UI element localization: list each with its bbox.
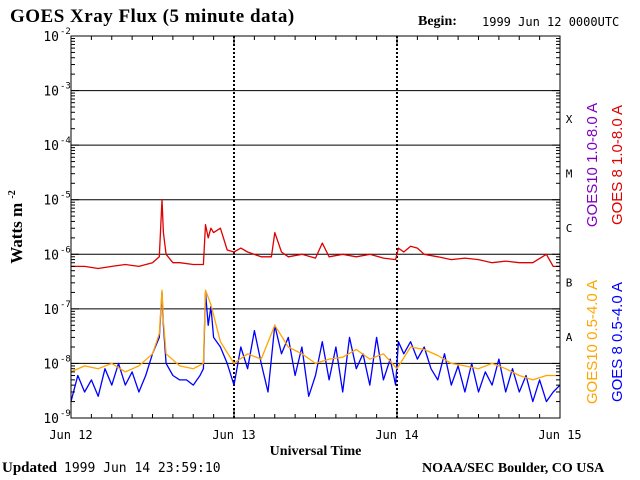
updated-label: Updated [2, 460, 58, 476]
y-tick-label: 10 [43, 357, 59, 372]
y-tick-exponent: -4 [60, 136, 71, 146]
legend-entry: GOES 8 0.5-4.0 A [609, 282, 626, 402]
y-tick-exponent: -2 [60, 27, 71, 37]
y-tick-label: 10 [43, 30, 59, 45]
begin-label: Begin: [418, 14, 457, 29]
x-tick-label: Jun 14 [375, 428, 418, 442]
flare-class-label: C [566, 222, 573, 235]
credit-label: NOAA/SEC Boulder, CO USA [422, 461, 605, 476]
y-tick-label: 10 [43, 194, 59, 209]
flare-class-label: M [566, 167, 573, 180]
updated-timestamp: 1999 Jun 14 23:59:10 [64, 461, 221, 476]
chart-title: GOES Xray Flux (5 minute data) [10, 6, 295, 27]
flare-class-label: A [566, 331, 573, 344]
series-line [71, 199, 560, 270]
series-line [70, 289, 560, 381]
y-axis-label: Watts m -2 [7, 190, 26, 264]
y-axis-label-exponent: -2 [7, 190, 18, 198]
legend-entry: GOES10 1.0-8.0 A [584, 103, 601, 227]
flare-class-label: B [566, 277, 573, 290]
y-tick-label: 10 [43, 248, 59, 263]
flare-class-label: X [566, 113, 573, 126]
y-tick-label: 10 [43, 85, 59, 100]
y-tick-exponent: -6 [60, 245, 71, 255]
legend-entry: GOES10 0.5-4.0 A [584, 280, 601, 404]
y-tick-label: 10 [43, 139, 59, 154]
legend-entry: GOES 8 1.0-8.0 A [609, 105, 626, 225]
y-tick-exponent: -7 [60, 300, 71, 310]
x-tick-label: Jun 13 [212, 428, 255, 442]
y-tick-exponent: -9 [60, 409, 71, 419]
y-tick-exponent: -3 [60, 82, 71, 92]
series-line [70, 291, 561, 403]
x-tick-label: Jun 12 [49, 428, 92, 442]
begin-value: 1999 Jun 12 0000UTC [482, 15, 620, 29]
y-tick-exponent: -5 [60, 191, 71, 201]
x-tick-label: Jun 15 [538, 428, 581, 442]
x-axis-label: Universal Time [270, 444, 362, 459]
y-tick-label: 10 [43, 412, 59, 427]
y-tick-label: 10 [43, 303, 59, 318]
y-tick-exponent: -8 [60, 354, 71, 364]
